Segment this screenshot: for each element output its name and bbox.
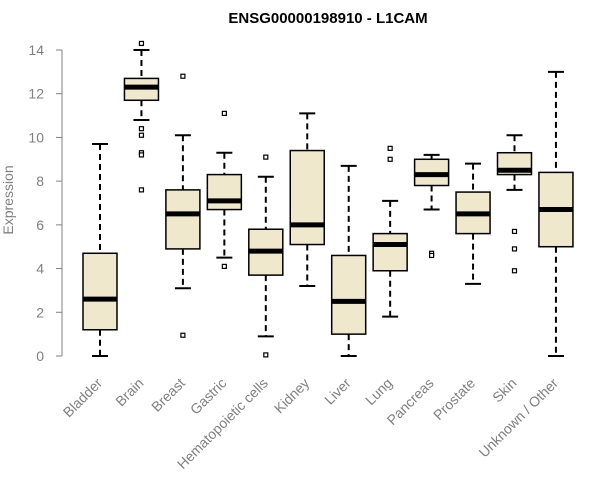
outlier-point [221,263,227,269]
x-tick-label: Breast [148,375,188,415]
y-axis-ticks: 0 2 4 6 8 10 12 14 [28,42,62,364]
x-tick-label: Kidney [271,375,313,417]
x-tick-label: Skin [489,375,520,406]
y-tick-label: 6 [36,217,44,233]
outlier-point [263,352,269,358]
y-tick-label: 4 [36,261,44,277]
x-tick-label: Liver [321,375,354,408]
outlier-point [511,228,518,235]
y-tick-label: 2 [36,304,44,320]
outlier-point [138,132,145,138]
iqr-box [165,189,201,250]
iqr-box [289,149,325,246]
x-tick-label: Brain [112,375,146,409]
box-group [330,164,367,357]
outlier-point [511,246,518,252]
x-tick-label: Bladder [60,375,106,421]
outlier-point [180,332,186,338]
outlier-point [138,152,145,158]
outlier-point [387,145,393,151]
y-tick-label: 0 [36,348,44,364]
box-group [496,134,533,274]
outlier-point [221,110,227,116]
box-group [82,142,118,357]
box-group [372,145,408,318]
iqr-box [206,173,243,211]
box-group [206,110,243,269]
iqr-box [82,252,118,331]
outlier-point [138,40,145,47]
y-tick-label: 8 [36,173,44,189]
x-tick-label: Lung [362,375,395,408]
outlier-point [263,154,269,160]
outlier-point [511,268,518,274]
box-group [289,112,325,288]
iqr-box [372,232,408,272]
outlier-point [180,73,186,79]
chart-title: ENSG00000198910 - L1CAM [228,10,427,27]
outlier-point [429,252,435,259]
box-series [82,40,574,358]
box-group [165,73,201,338]
outlier-point [138,126,145,132]
box-group [123,40,160,193]
x-tick-label: Unknown / Other [475,375,561,461]
outlier-point [387,156,393,162]
box-group [455,162,491,285]
outlier-point [138,187,145,193]
y-axis-label: Expression [0,165,16,234]
x-tick-label: Prostate [430,375,478,423]
y-tick-label: 14 [28,42,44,58]
box-group [538,70,574,357]
box-group [413,153,450,259]
y-tick-label: 10 [28,129,44,145]
iqr-box [330,254,367,335]
y-tick-label: 12 [28,86,44,102]
box-group [248,154,284,358]
